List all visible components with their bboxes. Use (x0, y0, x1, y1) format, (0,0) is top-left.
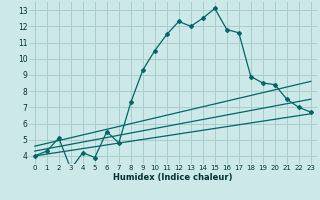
X-axis label: Humidex (Indice chaleur): Humidex (Indice chaleur) (113, 173, 233, 182)
